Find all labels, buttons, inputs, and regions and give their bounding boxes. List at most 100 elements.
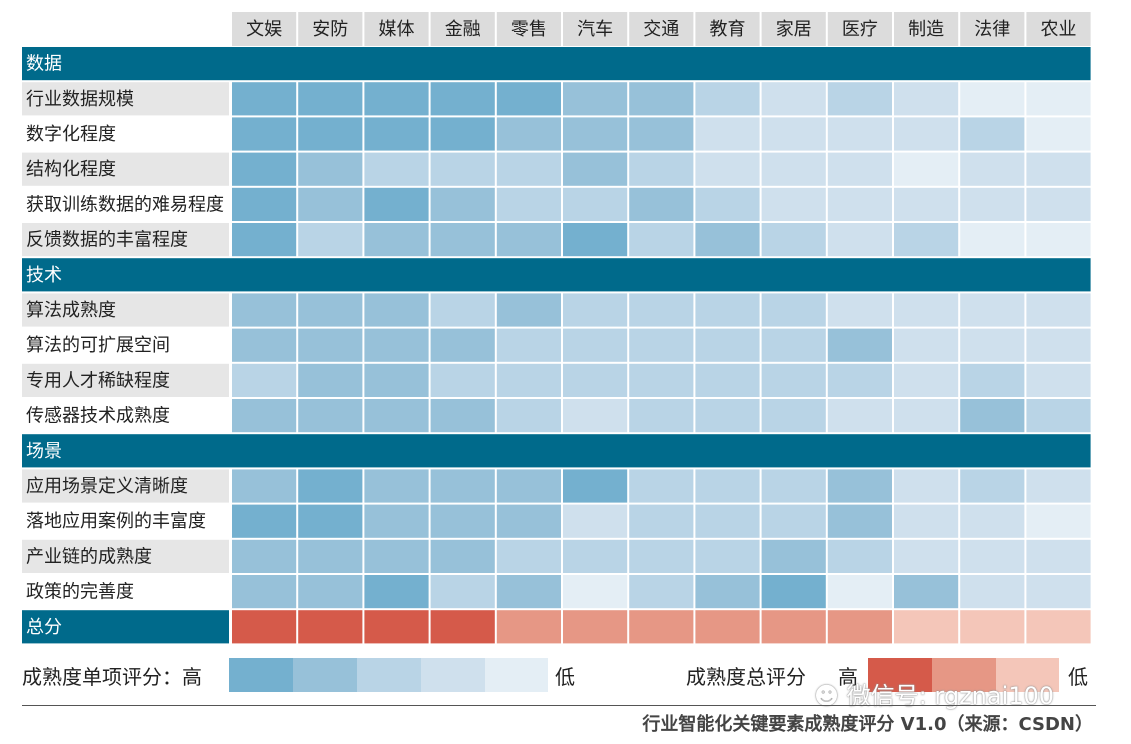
group-label-1: 技术 bbox=[26, 265, 62, 286]
column-header-1: 安防 bbox=[312, 19, 348, 40]
heat-cell bbox=[761, 187, 826, 221]
heat-cell bbox=[894, 575, 959, 609]
heat-cell bbox=[430, 363, 495, 397]
legend-item-swatch-5 bbox=[485, 658, 548, 692]
row-label-cell bbox=[22, 117, 229, 151]
total-cell bbox=[1026, 610, 1091, 644]
heat-cell bbox=[960, 293, 1025, 327]
row-label-1-2: 专用人才稀缺程度 bbox=[26, 370, 170, 391]
heat-cell bbox=[232, 504, 297, 538]
heat-cell bbox=[960, 328, 1025, 362]
row-label-0-3: 获取训练数据的难易程度 bbox=[26, 194, 224, 215]
row-label-cell bbox=[22, 293, 229, 327]
group-label-0: 数据 bbox=[26, 54, 62, 75]
row-label-cell bbox=[22, 187, 229, 221]
heat-cell bbox=[298, 293, 363, 327]
column-header-cell bbox=[232, 12, 297, 46]
heat-cell bbox=[761, 328, 826, 362]
heat-cell bbox=[1026, 363, 1091, 397]
column-header-cell bbox=[894, 12, 959, 46]
heat-cell bbox=[894, 363, 959, 397]
heat-cell bbox=[827, 539, 892, 573]
column-header-cell bbox=[695, 12, 760, 46]
heat-cell bbox=[1026, 223, 1091, 257]
heat-cell bbox=[496, 187, 561, 221]
heat-cell bbox=[629, 363, 694, 397]
heat-cell bbox=[960, 469, 1025, 503]
heat-cell bbox=[496, 117, 561, 151]
heat-cell bbox=[827, 504, 892, 538]
heat-cell bbox=[761, 223, 826, 257]
column-header-12: 农业 bbox=[1041, 19, 1077, 40]
row-label-1-0: 算法成熟度 bbox=[26, 300, 116, 321]
heat-cell bbox=[496, 82, 561, 116]
heat-cell bbox=[1026, 504, 1091, 538]
heat-cell bbox=[298, 328, 363, 362]
legend-item-swatch-2 bbox=[293, 658, 357, 692]
heat-cell bbox=[960, 223, 1025, 257]
heat-cell bbox=[364, 187, 429, 221]
heat-cell bbox=[629, 399, 694, 433]
heat-cell bbox=[761, 82, 826, 116]
heat-cell bbox=[629, 152, 694, 186]
heat-cell bbox=[563, 82, 628, 116]
column-header-11: 法律 bbox=[974, 19, 1010, 40]
total-cell bbox=[563, 610, 628, 644]
heat-cell bbox=[496, 152, 561, 186]
heat-cell bbox=[496, 504, 561, 538]
total-label-cell bbox=[22, 610, 229, 644]
heat-cell bbox=[496, 223, 561, 257]
heat-cell bbox=[1026, 82, 1091, 116]
column-header-7: 教育 bbox=[710, 19, 746, 40]
heat-cell bbox=[827, 469, 892, 503]
heat-cell bbox=[232, 399, 297, 433]
row-label-cell bbox=[22, 539, 229, 573]
heat-cell bbox=[960, 363, 1025, 397]
row-label-cell bbox=[22, 575, 229, 609]
caption-rule bbox=[22, 705, 1096, 706]
heat-cell bbox=[430, 117, 495, 151]
legend-total-swatch-2 bbox=[932, 658, 996, 692]
heat-cell bbox=[364, 152, 429, 186]
heat-cell bbox=[496, 539, 561, 573]
heat-cell bbox=[894, 504, 959, 538]
row-label-cell bbox=[22, 152, 229, 186]
heat-cell bbox=[894, 117, 959, 151]
heat-cell bbox=[364, 399, 429, 433]
heat-cell bbox=[761, 539, 826, 573]
heat-cell bbox=[960, 504, 1025, 538]
heat-cell bbox=[430, 399, 495, 433]
total-cell bbox=[232, 610, 297, 644]
heat-cell bbox=[827, 328, 892, 362]
column-header-cell bbox=[761, 12, 826, 46]
row-label-cell bbox=[22, 399, 229, 433]
heat-cell bbox=[232, 363, 297, 397]
heat-cell bbox=[298, 117, 363, 151]
heat-cell bbox=[430, 575, 495, 609]
row-label-2-3: 政策的完善度 bbox=[26, 582, 134, 603]
heat-cell bbox=[695, 328, 760, 362]
column-header-cell bbox=[960, 12, 1025, 46]
heat-cell bbox=[695, 187, 760, 221]
heat-cell bbox=[430, 328, 495, 362]
heat-cell bbox=[960, 399, 1025, 433]
heat-cell bbox=[430, 539, 495, 573]
heat-cell bbox=[1026, 152, 1091, 186]
heat-cell bbox=[298, 82, 363, 116]
total-cell bbox=[960, 610, 1025, 644]
legend-total-swatch-3 bbox=[996, 658, 1059, 692]
heat-cell bbox=[364, 117, 429, 151]
heat-cell bbox=[364, 363, 429, 397]
heat-cell bbox=[695, 504, 760, 538]
heat-cell bbox=[563, 363, 628, 397]
heat-cell bbox=[695, 293, 760, 327]
total-cell bbox=[430, 610, 495, 644]
column-header-cell bbox=[629, 12, 694, 46]
heat-cell bbox=[563, 117, 628, 151]
heat-cell bbox=[629, 575, 694, 609]
heat-cell bbox=[430, 223, 495, 257]
heat-cell bbox=[894, 328, 959, 362]
maturity-heatmap: 文娱 安防 媒体 金融 零售 汽车 交通 教育 家居 医疗 制造 法律 农业数据行业数据规模数字化程度结… bbox=[22, 12, 1091, 644]
heat-cell bbox=[695, 223, 760, 257]
heat-cell bbox=[1026, 399, 1091, 433]
